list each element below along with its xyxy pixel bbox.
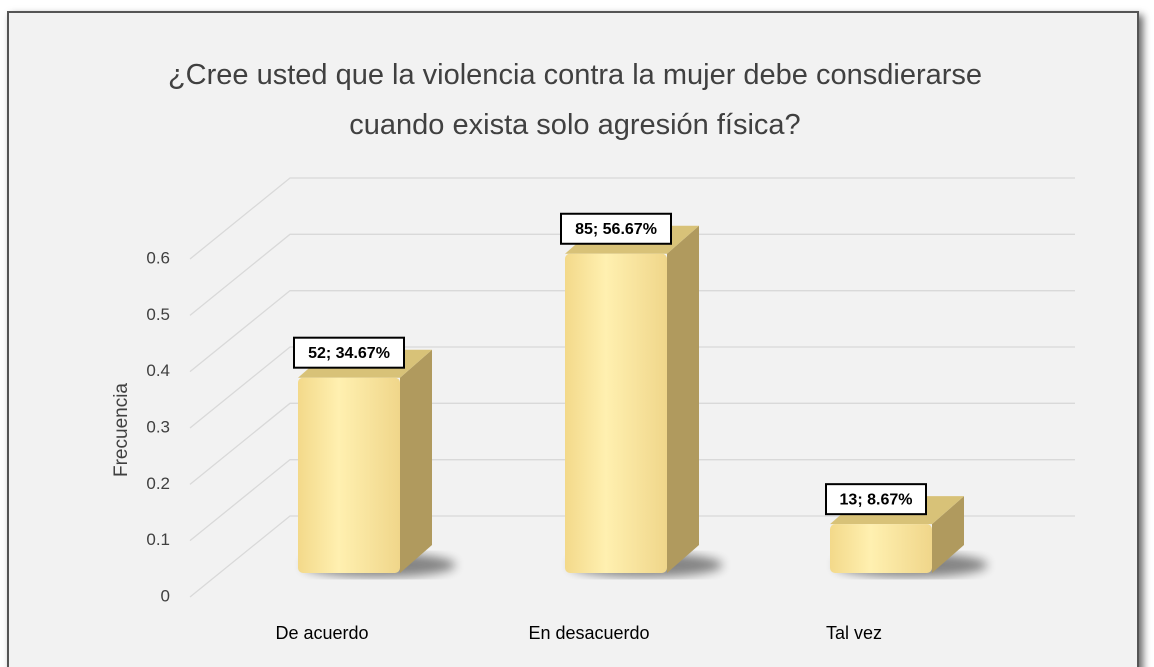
chart-title: ¿Cree usted que la violencia contra la m… [168, 59, 982, 141]
grid-line [189, 290, 1075, 373]
y-tick-label: 0.4 [146, 361, 170, 380]
bar [565, 253, 667, 573]
grid-line [189, 233, 1075, 316]
bars: 52; 34.67% De acuerdo 85; 56.67% En desacue… [275, 212, 988, 643]
grid-line [189, 515, 1075, 598]
y-tick-label: 0.1 [146, 530, 170, 549]
y-tick-label: 0.6 [146, 248, 170, 267]
grid-line [189, 402, 1075, 485]
data-label: 13; 8.67% [840, 491, 913, 508]
grid: 0 0.1 0.2 0.3 0.4 0.5 0.6 [146, 177, 1075, 605]
y-tick-label: 0.5 [146, 305, 170, 324]
y-axis-title: Frecuencia [111, 383, 132, 477]
y-tick-label: 0 [161, 586, 170, 605]
data-label-box [825, 483, 927, 516]
y-tick-label: 0.3 [146, 417, 170, 436]
x-tick-label: En desacuerdo [528, 623, 649, 643]
bar-side [667, 225, 699, 573]
grid-line [189, 346, 1075, 429]
data-label-box [560, 212, 672, 245]
title-line: cuando exista solo agresión física? [349, 109, 800, 141]
bar [298, 377, 400, 573]
data-label-box [293, 336, 405, 369]
grid-line [189, 177, 1075, 260]
bar-side [400, 349, 432, 573]
bar-side [932, 496, 964, 573]
title-line: ¿Cree usted que la violencia contra la m… [168, 59, 982, 91]
x-tick-label: Tal vez [826, 623, 882, 643]
data-label: 52; 34.67% [308, 345, 390, 362]
y-tick-label: 0.2 [146, 474, 170, 493]
x-tick-label: De acuerdo [275, 623, 368, 643]
grid-line [189, 459, 1075, 542]
data-label: 85; 56.67% [575, 221, 657, 238]
bar [830, 524, 932, 573]
